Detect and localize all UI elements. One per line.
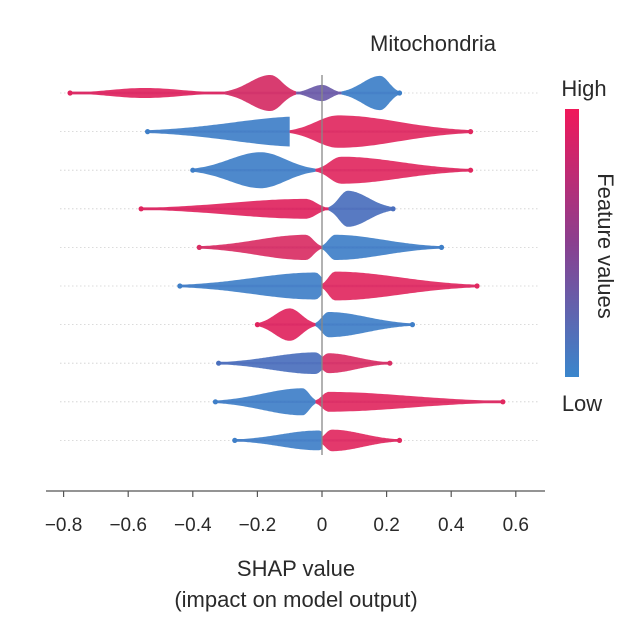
x-tick-label: −0.2	[239, 515, 277, 536]
outlier-point	[196, 244, 202, 250]
swarm-density	[70, 88, 226, 98]
x-tick-label: 0.4	[438, 515, 465, 536]
feature-row-5	[60, 234, 540, 260]
colorbar	[565, 109, 579, 377]
swarm-density	[199, 234, 322, 260]
swarm-density	[147, 116, 290, 147]
outlier-point	[144, 129, 151, 135]
feature-row-6	[60, 271, 540, 301]
feature-row-9	[60, 388, 540, 416]
feature-row-7	[60, 308, 540, 341]
swarm-density	[141, 198, 329, 219]
swarm-density	[322, 429, 400, 452]
swarm-density	[328, 190, 394, 227]
colorbar-title: Feature values	[593, 173, 618, 319]
swarm-density	[296, 84, 342, 102]
colorbar-high-label: High	[561, 76, 606, 101]
swarm-density	[315, 391, 503, 412]
swarm-density	[234, 430, 322, 451]
outlier-point	[500, 399, 506, 405]
feature-rows	[60, 75, 540, 452]
swarm-density	[322, 353, 390, 374]
outlier-point	[396, 90, 403, 96]
feature-row-3	[60, 152, 540, 189]
outlier-point	[467, 129, 474, 135]
swarm-density	[315, 156, 471, 184]
feature-row-2	[60, 115, 540, 148]
x-tick-label: 0.6	[503, 515, 529, 536]
outlier-point	[177, 283, 183, 289]
x-axis-title: SHAP value	[237, 556, 355, 581]
outlier-point	[396, 437, 403, 443]
outlier-point	[138, 206, 144, 212]
outlier-point	[409, 322, 416, 328]
swarm-density	[315, 312, 413, 338]
swarm-density	[179, 272, 322, 300]
x-tick-label: −0.4	[174, 515, 212, 536]
swarm-density	[218, 352, 322, 374]
outlier-point	[390, 206, 396, 212]
x-axis-ticks: −0.8 −0.6 −0.4 −0.2 0 0.2 0.4 0.6	[45, 491, 529, 536]
outlier-point	[216, 360, 222, 366]
outlier-point	[212, 399, 219, 405]
swarm-density	[192, 152, 316, 189]
swarm-density	[215, 388, 316, 416]
feature-row-10	[60, 429, 540, 452]
outlier-point	[232, 437, 238, 443]
feature-row-8	[60, 352, 540, 374]
outlier-point	[254, 322, 260, 328]
swarm-density	[225, 75, 297, 111]
swarm-density	[322, 234, 442, 260]
x-tick-label: −0.8	[45, 515, 83, 536]
feature-row-4	[60, 190, 540, 227]
swarm-density	[322, 271, 477, 301]
x-axis-subtitle: (impact on model output)	[174, 587, 417, 612]
swarm-density	[341, 75, 400, 111]
x-tick-label: 0	[317, 515, 328, 536]
outlier-point	[474, 283, 480, 289]
swarm-density	[289, 115, 471, 148]
swarm-density	[257, 308, 316, 341]
colorbar-low-label: Low	[562, 391, 602, 416]
feature-row-1	[60, 75, 540, 111]
x-tick-label: 0.2	[373, 515, 399, 536]
outlier-point	[467, 167, 474, 173]
outlier-point	[387, 360, 393, 366]
outlier-point	[67, 90, 73, 96]
outlier-point	[438, 244, 445, 250]
chart-title: Mitochondria	[370, 31, 497, 56]
x-tick-label: −0.6	[109, 515, 147, 536]
outlier-point	[190, 167, 196, 173]
